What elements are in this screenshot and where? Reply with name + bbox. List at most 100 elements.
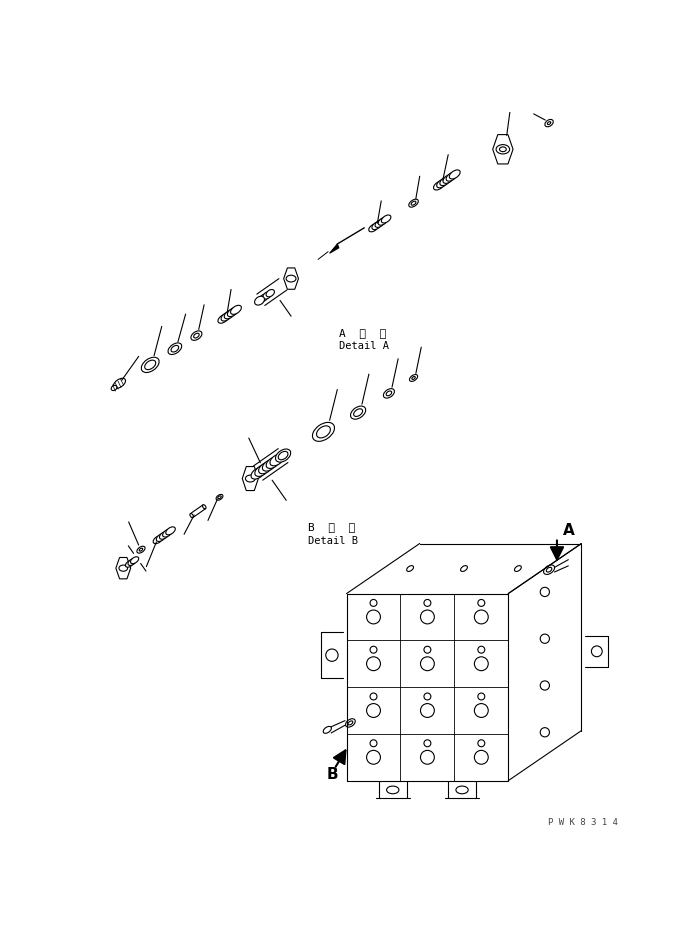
Ellipse shape — [286, 275, 296, 282]
Ellipse shape — [202, 505, 206, 509]
Ellipse shape — [420, 610, 434, 624]
Ellipse shape — [478, 599, 485, 607]
Ellipse shape — [370, 599, 377, 607]
Ellipse shape — [111, 386, 117, 390]
Ellipse shape — [255, 465, 268, 476]
Ellipse shape — [251, 467, 265, 479]
Text: Detail A: Detail A — [339, 342, 389, 352]
Ellipse shape — [475, 751, 489, 764]
Ellipse shape — [256, 296, 265, 303]
Ellipse shape — [216, 494, 223, 500]
Polygon shape — [116, 558, 131, 578]
Ellipse shape — [270, 454, 284, 466]
Ellipse shape — [443, 174, 454, 183]
Ellipse shape — [420, 751, 434, 764]
Polygon shape — [284, 268, 298, 289]
Ellipse shape — [141, 358, 159, 373]
Ellipse shape — [424, 693, 431, 700]
Ellipse shape — [540, 634, 550, 643]
Ellipse shape — [540, 680, 550, 690]
Ellipse shape — [446, 172, 457, 182]
Ellipse shape — [278, 451, 288, 460]
Ellipse shape — [323, 726, 332, 733]
Ellipse shape — [366, 751, 380, 764]
Ellipse shape — [366, 657, 380, 671]
Ellipse shape — [227, 308, 238, 316]
Ellipse shape — [384, 388, 395, 398]
Ellipse shape — [260, 294, 268, 301]
Ellipse shape — [275, 449, 291, 462]
Ellipse shape — [434, 181, 444, 190]
Text: A  詳  細: A 詳 細 — [339, 328, 386, 338]
Ellipse shape — [386, 786, 399, 794]
Ellipse shape — [440, 177, 450, 185]
Ellipse shape — [540, 727, 550, 737]
Ellipse shape — [412, 376, 416, 379]
Ellipse shape — [259, 462, 272, 474]
Text: A: A — [563, 523, 575, 538]
Ellipse shape — [156, 534, 166, 541]
Ellipse shape — [348, 721, 353, 724]
Ellipse shape — [449, 170, 460, 179]
Ellipse shape — [231, 305, 241, 314]
Ellipse shape — [366, 704, 380, 717]
Text: B  詳  細: B 詳 細 — [308, 521, 355, 532]
Ellipse shape — [245, 475, 255, 482]
Text: P W K 8 3 1 4: P W K 8 3 1 4 — [548, 818, 619, 826]
Ellipse shape — [514, 565, 521, 572]
Ellipse shape — [478, 646, 485, 653]
Ellipse shape — [221, 312, 232, 321]
Ellipse shape — [218, 496, 221, 499]
Ellipse shape — [350, 406, 366, 419]
Text: B: B — [327, 768, 338, 782]
Ellipse shape — [313, 422, 334, 442]
Ellipse shape — [475, 704, 489, 717]
Ellipse shape — [420, 704, 434, 717]
Ellipse shape — [424, 646, 431, 653]
Polygon shape — [329, 244, 339, 254]
Ellipse shape — [370, 693, 377, 700]
Ellipse shape — [411, 201, 416, 205]
Ellipse shape — [159, 532, 169, 539]
Ellipse shape — [168, 343, 181, 355]
Ellipse shape — [386, 391, 392, 396]
Ellipse shape — [436, 179, 448, 188]
Ellipse shape — [382, 215, 391, 223]
Ellipse shape — [370, 646, 377, 653]
Ellipse shape — [194, 333, 199, 338]
Ellipse shape — [456, 786, 468, 794]
Ellipse shape — [420, 657, 434, 671]
Ellipse shape — [263, 292, 271, 299]
Ellipse shape — [153, 535, 163, 544]
Text: Detail B: Detail B — [308, 535, 358, 546]
Ellipse shape — [478, 739, 485, 747]
Ellipse shape — [378, 217, 388, 226]
Ellipse shape — [145, 360, 156, 370]
Ellipse shape — [461, 565, 468, 572]
Ellipse shape — [316, 426, 330, 438]
Ellipse shape — [370, 739, 377, 747]
Ellipse shape — [139, 548, 142, 551]
Ellipse shape — [354, 409, 363, 417]
Ellipse shape — [540, 587, 550, 596]
Ellipse shape — [326, 649, 338, 662]
Ellipse shape — [369, 224, 378, 232]
Ellipse shape — [545, 120, 553, 126]
Ellipse shape — [591, 646, 602, 657]
Ellipse shape — [424, 599, 431, 607]
Ellipse shape — [126, 561, 133, 567]
Ellipse shape — [163, 529, 172, 537]
Ellipse shape — [409, 374, 418, 381]
Ellipse shape — [218, 314, 229, 323]
Ellipse shape — [543, 565, 555, 575]
Ellipse shape — [345, 719, 355, 727]
Ellipse shape — [263, 460, 276, 471]
Ellipse shape — [407, 565, 414, 572]
Ellipse shape — [546, 567, 552, 572]
Polygon shape — [493, 135, 513, 164]
Ellipse shape — [375, 219, 384, 227]
Ellipse shape — [475, 657, 489, 671]
Ellipse shape — [128, 559, 136, 565]
Ellipse shape — [496, 145, 509, 154]
Ellipse shape — [119, 565, 128, 571]
